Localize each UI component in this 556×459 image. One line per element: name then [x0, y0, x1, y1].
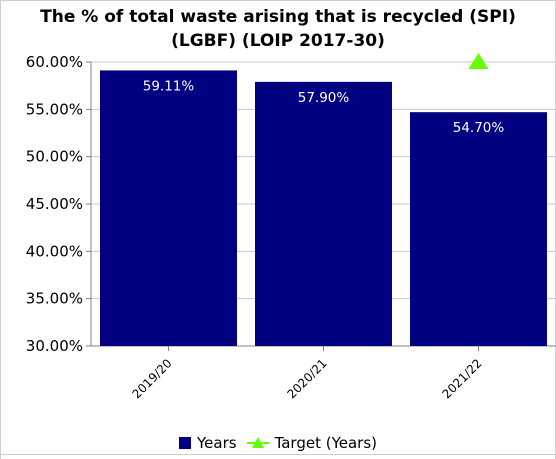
y-tick-label: 55.00% — [26, 100, 83, 118]
x-tick-label: 2020/21 — [284, 356, 329, 401]
legend-label-years: Years — [196, 434, 237, 452]
data-label: 54.70% — [453, 120, 505, 136]
y-tick-label: 50.00% — [26, 148, 83, 166]
bottom-border — [0, 454, 556, 455]
y-tick-label: 45.00% — [26, 195, 83, 213]
data-label: 59.11% — [143, 78, 195, 94]
y-tick-label: 35.00% — [26, 290, 83, 308]
chart-legend: Years Target (Years) — [0, 434, 556, 452]
legend-item-target[interactable]: Target (Years) — [246, 434, 378, 452]
legend-bar-swatch-icon — [178, 437, 191, 449]
y-tick-label: 30.00% — [26, 337, 83, 355]
y-tick-label: 40.00% — [26, 242, 83, 260]
legend-item-years[interactable]: Years — [178, 434, 237, 452]
y-tick-label: 60.00% — [26, 53, 83, 71]
bar — [255, 81, 392, 346]
legend-label-target: Target (Years) — [274, 434, 378, 452]
x-tick-label: 2019/20 — [129, 356, 174, 401]
chart-plot: 30.00% 35.00% 40.00% 45.00% 50.00% 55.00% 60.0… — [26, 53, 556, 401]
chart-title-line-2: (LGBF) (LOIP 2017-30) — [171, 31, 385, 51]
x-tick-label: 2021/22 — [439, 356, 484, 401]
bar — [410, 112, 547, 346]
data-label: 57.90% — [298, 90, 350, 106]
bar — [100, 70, 237, 347]
legend-triangle-icon — [246, 437, 269, 448]
target-marker — [468, 53, 489, 69]
chart-title-line-1: The % of total waste arising that is rec… — [40, 7, 516, 27]
